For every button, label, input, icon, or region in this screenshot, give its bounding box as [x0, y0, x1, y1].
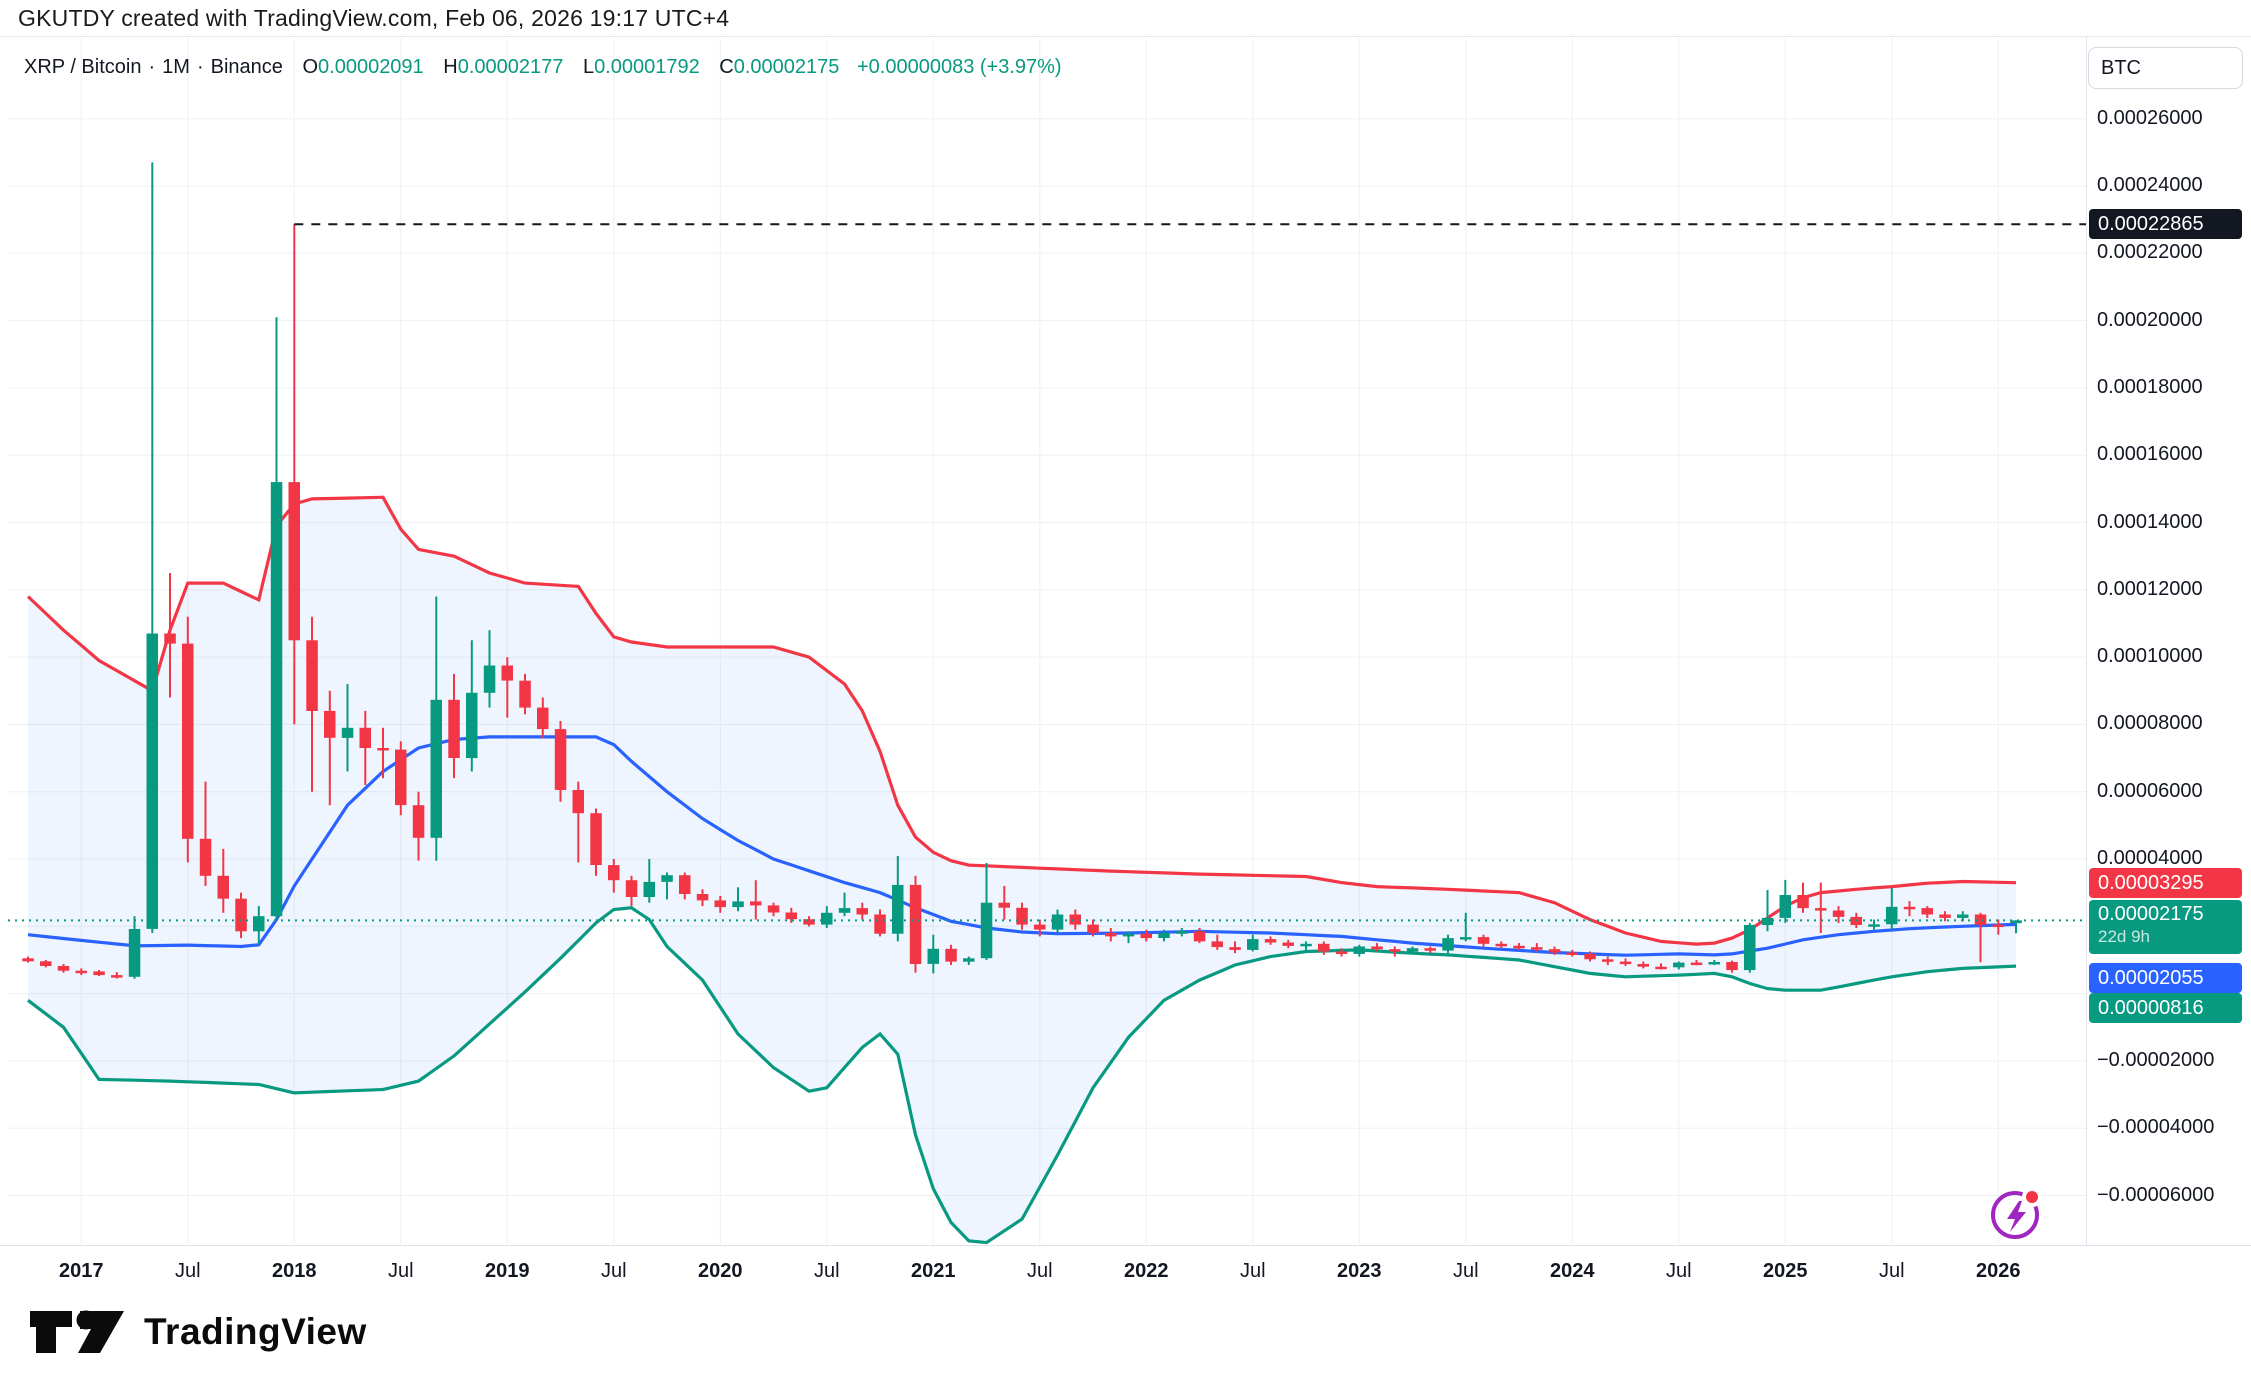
time-tick-label: Jul: [813, 1260, 840, 1282]
time-tick-label: 2017: [59, 1260, 104, 1282]
lower-band-price-tag: 0.00000816: [2089, 993, 2242, 1023]
time-tick-label: Jul: [1239, 1260, 1266, 1282]
time-tick-label: Jul: [600, 1260, 627, 1282]
legend-separator: ·: [148, 56, 156, 78]
time-tick-label: Jul: [1665, 1260, 1692, 1282]
grid: [8, 38, 2086, 1245]
tradingview-logo-icon: [30, 1310, 124, 1353]
price-tick-label: 0.00006000: [2097, 779, 2203, 802]
basis-line: [27, 735, 2017, 957]
upper-band-line: [26, 495, 2017, 946]
time-tick-label: Jul: [1452, 1260, 1479, 1282]
close-value: 0.00002175: [733, 56, 840, 78]
tradingview-logo-text: TradingView: [144, 1311, 367, 1352]
attribution-bar: GKUTDY created with TradingView.com, Feb…: [0, 0, 2251, 37]
time-tick-label: Jul: [174, 1260, 201, 1282]
price-tick-label: 0.00024000: [2097, 174, 2203, 196]
time-tick-label: Jul: [387, 1260, 414, 1282]
candles: [22, 162, 2022, 979]
upper-band-price-tag: 0.00003295: [2089, 868, 2242, 898]
legend-separator: ·: [196, 56, 204, 78]
time-tick-label: 2023: [1337, 1260, 1382, 1282]
price-tick-label: 0.00026000: [2097, 106, 2203, 129]
exchange-label[interactable]: Binance: [210, 56, 283, 78]
chart-legend[interactable]: XRP / Bitcoin · 1M · Binance O0.00002091 H0.…: [24, 56, 1062, 79]
price-tick-label: 0.00008000: [2097, 712, 2203, 735]
open-value: 0.00002091: [318, 56, 424, 78]
price-tick-label: −0.00004000: [2097, 1116, 2215, 1139]
basis-price-tag: 0.00002055: [2089, 963, 2242, 993]
symbol-title[interactable]: XRP / Bitcoin: [24, 56, 142, 78]
interval-label[interactable]: 1M: [162, 56, 190, 78]
low-label: L: [582, 56, 595, 78]
time-tick-label: 2025: [1763, 1260, 1808, 1282]
price-tick-label: 0.00020000: [2097, 308, 2203, 331]
ath-price-tag: 0.00022865: [2089, 209, 2242, 239]
time-tick-label: 2019: [485, 1260, 530, 1282]
change-value: +0.00000083 (+3.97%): [856, 56, 1062, 78]
tradingview-logo[interactable]: TradingView: [28, 1306, 367, 1358]
attribution-text: GKUTDY created with TradingView.com, Feb…: [18, 5, 730, 31]
price-tick-label: 0.00012000: [2097, 577, 2203, 600]
open-label: O: [302, 56, 319, 78]
bollinger-bands: [26, 495, 2017, 1245]
low-value: 0.00001792: [594, 56, 700, 78]
time-tick-label: 2026: [1976, 1260, 2021, 1282]
last-price-value: 0.00002175: [2098, 903, 2204, 925]
time-tick-label: 2020: [698, 1260, 743, 1282]
bar-countdown: 22d 9h: [2098, 927, 2150, 946]
price-tick-label: −0.00002000: [2097, 1048, 2215, 1071]
last-price-tag: 0.00002175 22d 9h: [2089, 900, 2242, 954]
time-tick-label: 2018: [272, 1260, 317, 1282]
lower-band-line: [27, 906, 2017, 1245]
time-tick-label: 2022: [1124, 1260, 1169, 1282]
price-tick-label: −0.00006000: [2097, 1183, 2215, 1206]
high-value: 0.00002177: [457, 56, 564, 78]
price-tick-label: 0.00018000: [2097, 375, 2203, 398]
time-tick-label: 2024: [1550, 1260, 1595, 1282]
price-tick-label: 0.00010000: [2097, 645, 2203, 668]
currency-label: BTC: [2101, 56, 2141, 79]
price-tick-label: 0.00004000: [2097, 847, 2203, 869]
band-fill: [28, 497, 2016, 1243]
price-tick-label: 0.00014000: [2097, 510, 2203, 533]
currency-button[interactable]: BTC: [2088, 47, 2243, 89]
price-tick-label: 0.00022000: [2097, 241, 2203, 264]
high-label: H: [443, 56, 458, 78]
time-scale[interactable]: 2017 Jul 2018 Jul 2019 Jul 2020 Jul 2021 Jul 2022 J…: [0, 1245, 2251, 1306]
time-tick-label: Jul: [1026, 1260, 1053, 1282]
time-tick-label: 2021: [911, 1260, 956, 1282]
price-tick-label: 0.00016000: [2097, 443, 2203, 466]
time-tick-label: Jul: [1878, 1260, 1905, 1282]
close-label: C: [719, 56, 734, 78]
flash-icon[interactable]: [1986, 1184, 2046, 1244]
